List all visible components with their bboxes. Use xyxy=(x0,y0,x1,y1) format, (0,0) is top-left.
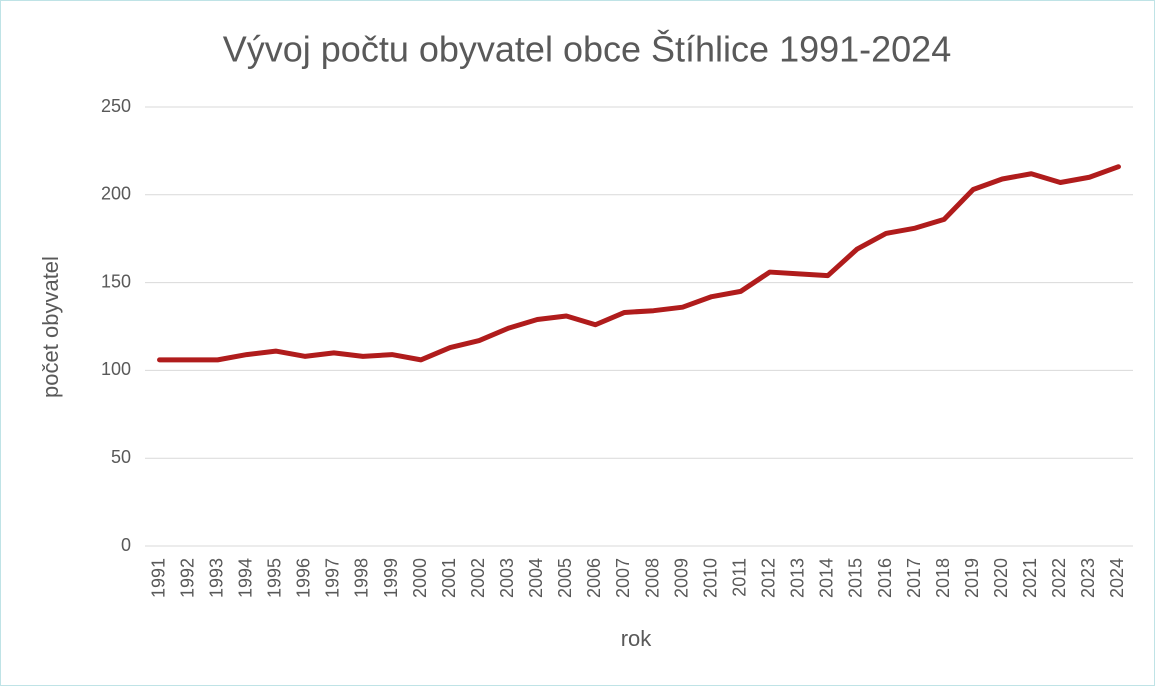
y-tick-label: 0 xyxy=(121,535,131,555)
x-tick-label: 2000 xyxy=(410,558,430,598)
x-tick-label: 2014 xyxy=(817,558,837,598)
x-tick-label: 2023 xyxy=(1078,558,1098,598)
x-tick-label: 1996 xyxy=(294,558,314,598)
x-tick-label: 2005 xyxy=(555,558,575,598)
chart-title: Vývoj počtu obyvatel obce Štíhlice 1991-… xyxy=(223,29,951,70)
x-tick-label: 2019 xyxy=(962,558,982,598)
x-tick-label: 2021 xyxy=(1020,558,1040,598)
y-tick-label: 100 xyxy=(101,359,131,379)
x-tick-label: 1997 xyxy=(323,558,343,598)
x-tick-label: 2009 xyxy=(671,558,691,598)
x-tick-label: 2010 xyxy=(700,558,720,598)
x-tick-label: 2011 xyxy=(729,558,749,597)
x-tick-label: 2016 xyxy=(875,558,895,598)
x-tick-label: 2003 xyxy=(497,558,517,598)
x-tick-label: 2024 xyxy=(1107,558,1127,598)
x-tick-label: 2001 xyxy=(439,558,459,598)
x-tick-label: 2008 xyxy=(642,558,662,598)
x-tick-label: 1999 xyxy=(381,558,401,598)
y-tick-label: 50 xyxy=(111,447,131,467)
y-tick-label: 250 xyxy=(101,96,131,116)
x-tick-label: 2007 xyxy=(613,558,633,598)
x-tick-label: 2020 xyxy=(991,558,1011,598)
x-tick-label: 2006 xyxy=(584,558,604,598)
x-tick-label: 2002 xyxy=(468,558,488,598)
y-tick-label: 200 xyxy=(101,184,131,204)
x-tick-label: 2013 xyxy=(788,558,808,598)
y-tick-label: 150 xyxy=(101,271,131,291)
x-tick-label: 1993 xyxy=(206,558,226,598)
x-tick-label: 2018 xyxy=(933,558,953,598)
data-line xyxy=(157,164,1121,363)
y-axis-label: počet obyvatel xyxy=(38,256,63,398)
x-tick-label: 2004 xyxy=(526,558,546,598)
x-axis-label: rok xyxy=(621,626,653,651)
x-tick-label: 2015 xyxy=(846,558,866,598)
x-tick-label: 1995 xyxy=(265,558,285,598)
x-tick-label: 1992 xyxy=(177,558,197,598)
x-tick-label: 2012 xyxy=(759,558,779,598)
x-tick-label: 2022 xyxy=(1049,558,1069,598)
x-tick-label: 2017 xyxy=(904,558,924,598)
x-tick-label: 1991 xyxy=(148,558,168,598)
x-tick-label: 1998 xyxy=(352,558,372,598)
x-tick-label: 1994 xyxy=(235,558,255,598)
